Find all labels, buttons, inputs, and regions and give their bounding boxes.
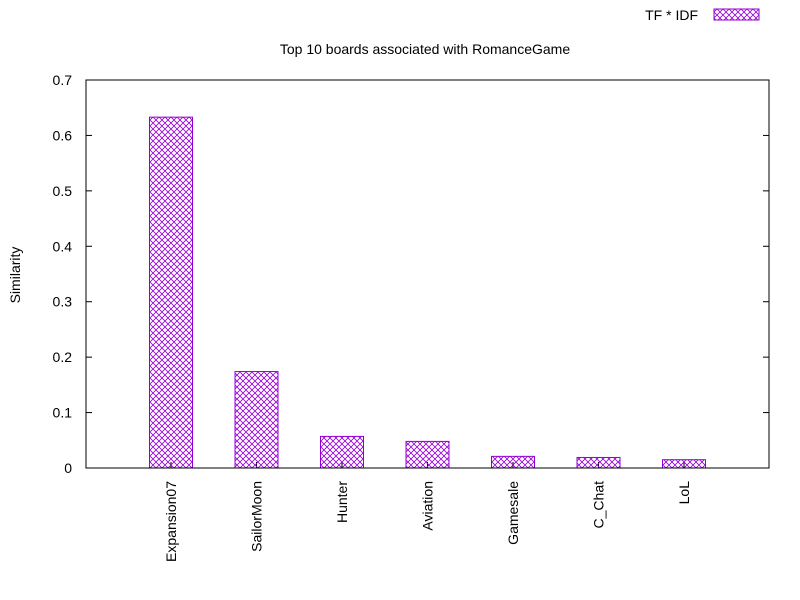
y-tick-label: 0.1 bbox=[53, 405, 73, 421]
legend: TF * IDF bbox=[645, 7, 760, 23]
y-tick-label: 0.6 bbox=[53, 127, 73, 143]
legend-label: TF * IDF bbox=[645, 7, 698, 23]
bar-series bbox=[149, 116, 706, 469]
y-axis-label: Similarity bbox=[7, 247, 23, 304]
legend-swatch bbox=[713, 8, 760, 21]
y-tick-label: 0.5 bbox=[53, 183, 73, 199]
chart-title: Top 10 boards associated with RomanceGam… bbox=[280, 41, 570, 57]
bar bbox=[662, 459, 706, 469]
y-tick-label: 0.3 bbox=[53, 294, 73, 310]
x-tick-label: SailorMoon bbox=[249, 481, 265, 552]
x-tick-label: C_Chat bbox=[591, 481, 607, 529]
bar bbox=[405, 440, 450, 469]
y-tick-label: 0.4 bbox=[53, 238, 73, 254]
bar bbox=[320, 435, 364, 469]
bar bbox=[149, 116, 193, 469]
x-tick-label: Hunter bbox=[334, 481, 350, 523]
plot-frame bbox=[85, 79, 770, 469]
y-tick-label: 0 bbox=[64, 460, 72, 476]
bar bbox=[491, 455, 535, 469]
y-tick-label: 0.2 bbox=[53, 349, 73, 365]
x-tick-label: Gamesale bbox=[505, 481, 521, 545]
x-axis-tick-labels: Expansion07 SailorMoon Hunter Aviation Games… bbox=[163, 462, 692, 562]
y-tick-label: 0.7 bbox=[53, 72, 73, 88]
x-tick-label: Expansion07 bbox=[163, 481, 179, 562]
bar bbox=[234, 371, 279, 469]
x-tick-label: Aviation bbox=[420, 481, 436, 531]
y-axis-ticks: 0 0.1 0.2 0.3 0.4 0.5 0.6 0.7 bbox=[53, 72, 769, 476]
x-tick-label: LoL bbox=[676, 481, 692, 505]
bar bbox=[576, 456, 621, 469]
